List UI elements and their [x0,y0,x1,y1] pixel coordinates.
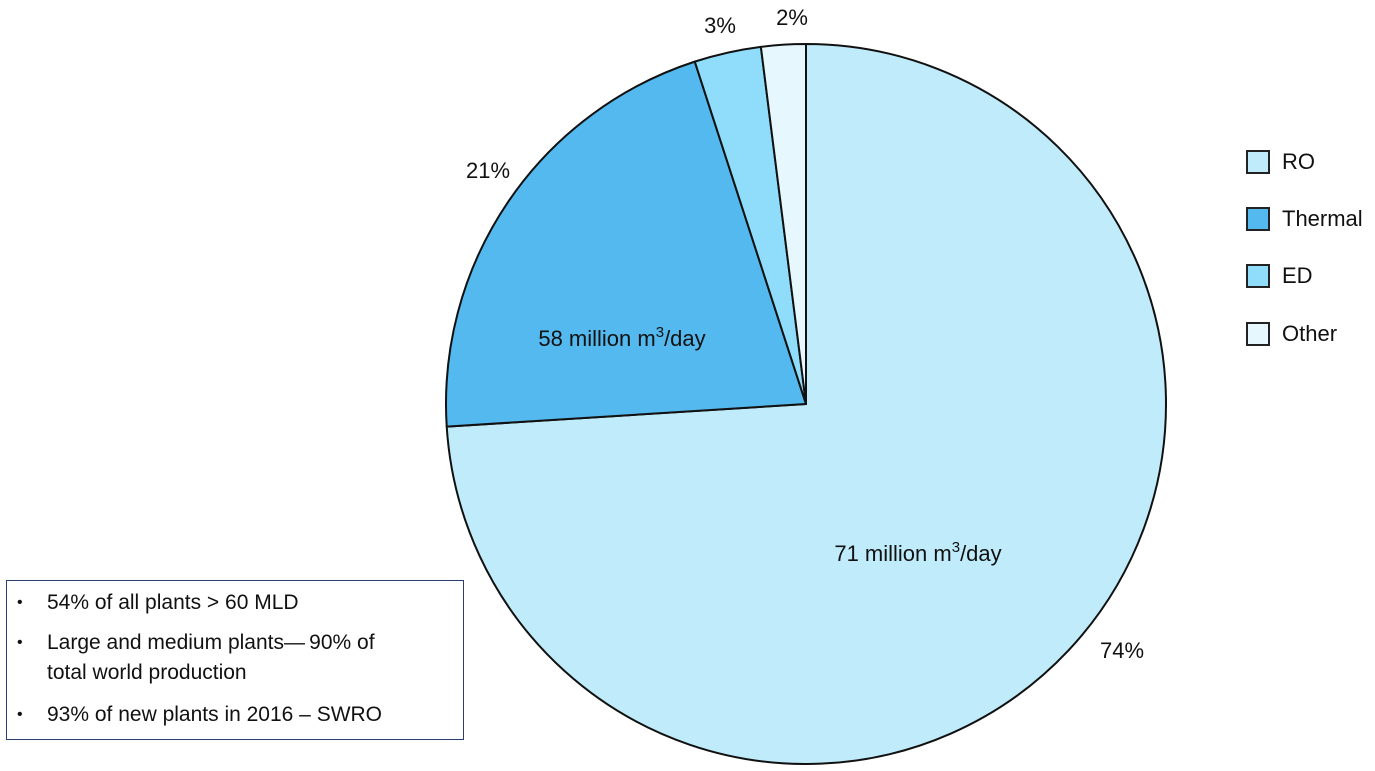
pie-slice-other [759,43,807,405]
slice-volume-label-ro: 71 million m3/day [834,539,1001,566]
bullet-icon: • [17,706,23,723]
legend-swatch-other [1246,322,1270,346]
legend-swatch-thermal [1246,207,1270,231]
legend-item-other: Other [1246,320,1337,348]
note-text: 93% of new plants in 2016 – SWRO [47,703,383,726]
note-text: Large and medium plants— 90% of [47,631,375,654]
slice-percent-label: 2% [776,5,808,30]
legend-label-ro: RO [1282,149,1315,174]
note-text: 54% of all plants > 60 MLD [47,591,299,614]
slice-percent-label: 74% [1100,638,1144,663]
pie-slice-thermal [445,60,807,428]
legend-label-other: Other [1282,321,1338,346]
legend-swatch-ed [1246,264,1270,288]
legend-item-ed: ED [1246,262,1313,290]
legend-label-thermal: Thermal [1282,206,1363,231]
legend-label-ed: ED [1282,263,1313,288]
slice-percent-label: 3% [704,13,736,38]
notes-box: • 54% of all plants > 60 MLD • Large and… [6,580,464,740]
bullet-icon: • [17,634,23,651]
slice-percent-label: 21% [466,158,510,183]
legend-item-ro: RO [1246,148,1315,176]
legend-item-thermal: Thermal [1246,205,1363,233]
legend-swatch-ro [1246,150,1270,174]
bullet-icon: • [17,594,23,611]
note-text: total world production [47,661,247,684]
slice-volume-label-thermal: 58 million m3/day [538,324,705,351]
